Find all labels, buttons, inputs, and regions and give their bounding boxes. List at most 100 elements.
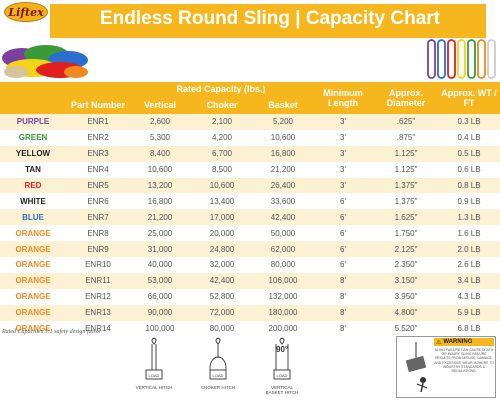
vertical-header: Vertical [130,96,190,114]
basket-capacity-cell: 80,000 [254,257,313,273]
weight-cell: 6.8 LB [438,320,500,337]
weight-cell: 5.9 LB [438,304,500,321]
vertical-hitch-label: VERTICAL HITCH [135,385,173,390]
choker-capacity-cell: 32,000 [190,257,254,273]
basket-hitch-label: VERTICAL BASKET HITCH [265,385,299,395]
basket-capacity-cell: 132,000 [254,288,313,305]
table-row: GREEN ENR2 5,300 4,200 10,600 3' .875" 0.4 LB [0,129,500,146]
svg-text:LOAD: LOAD [277,373,288,378]
basket-capacity-cell: 33,600 [254,193,313,210]
weight-cell: 3.4 LB [438,272,500,289]
part-number-header: Part Number [66,96,130,114]
vertical-capacity-cell: 21,200 [130,209,190,226]
weight-cell: 0.8 LB [438,177,500,194]
color-header [0,96,66,114]
choker-capacity-cell: 24,800 [190,241,254,258]
table-row: ORANGE ENR13 90,000 72,000 180,000 8' 4.800" 5.… [0,304,500,321]
vertical-capacity-cell: 2,600 [130,114,190,130]
vertical-capacity-cell: 5,300 [130,129,190,146]
table-row: ORANGE ENR8 25,000 20,000 50,000 6' 1.750" 1.6 … [0,225,500,242]
weight-cell: 0.3 LB [438,114,500,130]
vertical-capacity-cell: 100,000 [130,320,190,337]
min-length-cell: 6' [312,225,375,242]
basket-capacity-cell: 62,000 [254,241,313,258]
part-number-cell: ENR11 [66,272,130,289]
min-length-cell: 8' [312,272,375,289]
warning-header: ⚠ WARNING [434,338,494,346]
safety-footnote: Rated Capacities 5:1 safety design facto… [2,329,102,335]
part-number-cell: ENR2 [66,129,130,146]
warning-box [396,336,496,398]
vertical-hitch-icon: LOAD [145,337,163,380]
diameter-cell: 3.950" [374,288,439,305]
choker-capacity-cell: 6,700 [190,145,254,162]
vertical-capacity-cell: 8,400 [130,145,190,162]
diameter-cell: 1.375" [374,193,439,210]
diameter-cell: 3.150" [374,272,439,289]
part-number-cell: ENR5 [66,177,130,194]
vertical-capacity-cell: 25,000 [130,225,190,242]
choker-capacity-cell: 10,600 [190,177,254,194]
color-cell: ORANGE [0,288,66,305]
color-cell: ORANGE [0,257,66,273]
rated-capacity-header: Rated Capacity (lbs.) [130,82,313,96]
capacity-table-body: PURPLE ENR1 2,600 2,100 5,200 3' .625" 0.3 LB GR… [0,114,500,337]
min-length-cell: 6' [312,209,375,226]
color-cell: WHITE [0,193,66,210]
basket-capacity-cell: 50,000 [254,225,313,242]
color-cell: ORANGE [0,241,66,258]
diameter-header: Approx. Diameter [374,82,439,114]
choker-capacity-cell: 80,000 [190,320,254,337]
table-row: TAN ENR4 10,600 8,500 21,200 3' 1.125" 0.6 LB [0,161,500,178]
sling-pile-image [2,45,88,78]
color-cell: GREEN [0,129,66,146]
color-cell: ORANGE [0,304,66,321]
weight-cell: 0.5 LB [438,145,500,162]
basket-capacity-cell: 5,200 [254,114,313,130]
diameter-cell: .875" [374,129,439,146]
diameter-cell: 1.125" [374,161,439,178]
part-number-cell: ENR7 [66,209,130,226]
diameter-cell: 1.375" [374,177,439,194]
vertical-capacity-cell: 13,200 [130,177,190,194]
table-row: WHITE ENR6 16,800 13,400 33,600 6' 1.375" 0.9 L… [0,193,500,210]
basket-capacity-cell: 42,400 [254,209,313,226]
part-number-cell: ENR12 [66,288,130,305]
header-spacer [66,82,130,96]
table-row: PURPLE ENR1 2,600 2,100 5,200 3' .625" 0.3 LB [0,114,500,130]
min-length-cell: 6' [312,257,375,273]
choker-capacity-cell: 20,000 [190,225,254,242]
part-number-cell: ENR9 [66,241,130,258]
sling-loops-image [427,39,496,79]
basket-capacity-cell: 26,400 [254,177,313,194]
falling-load-icon [405,342,428,393]
choker-capacity-cell: 52,800 [190,288,254,305]
min-length-cell: 6' [312,241,375,258]
choker-capacity-cell: 42,400 [190,272,254,289]
min-length-cell: 3' [312,145,375,162]
capacity-table: Rated Capacity (lbs.) Minimum Length App… [0,82,500,337]
warning-title: WARNING [443,339,473,345]
svg-text:LOAD: LOAD [149,373,160,378]
min-length-cell: 8' [312,320,375,337]
basket-header: Basket [254,96,313,114]
header: Liftex Endless Round Sling | Capacity Ch… [0,0,500,80]
choker-capacity-cell: 4,200 [190,129,254,146]
color-cell: RED [0,177,66,194]
vertical-capacity-cell: 10,600 [130,161,190,178]
diameter-cell: 5.520" [374,320,439,337]
table-row: YELLOW ENR3 8,400 6,700 16,800 3' 1.125" 0.5 LB [0,145,500,162]
diameter-cell: 1.625" [374,209,439,226]
diameter-cell: 2.350" [374,257,439,273]
weight-cell: 0.6 LB [438,161,500,178]
title-band [50,4,486,38]
choker-capacity-cell: 8,500 [190,161,254,178]
basket-capacity-cell: 10,600 [254,129,313,146]
color-cell: ORANGE [0,320,66,337]
diameter-cell: 1.125" [374,145,439,162]
basket-angle-label: 90° [276,345,289,354]
part-number-cell: ENR4 [66,161,130,178]
choker-hitch-label: CHOKER HITCH [200,385,236,390]
choker-capacity-cell: 72,000 [190,304,254,321]
vertical-capacity-cell: 40,000 [130,257,190,273]
